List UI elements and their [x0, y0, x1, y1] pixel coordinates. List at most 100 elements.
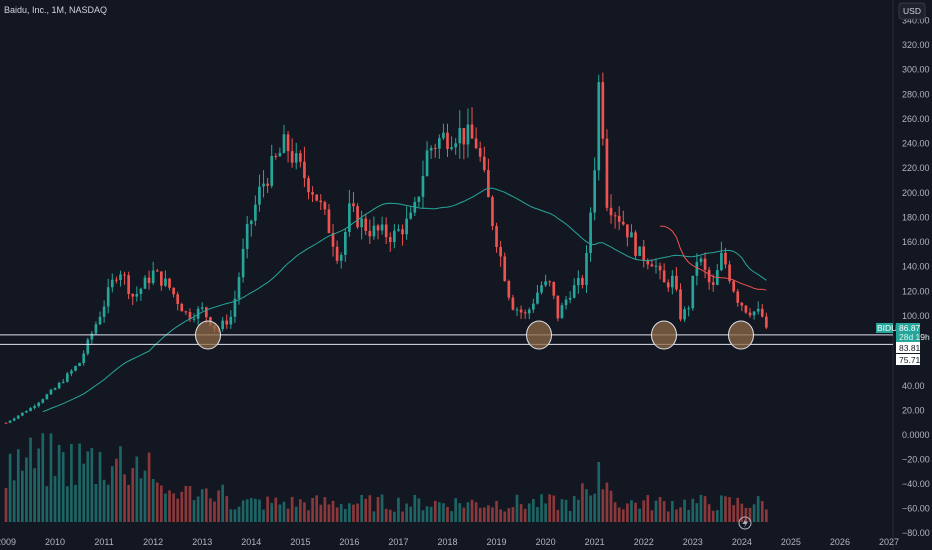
volume-bar	[110, 466, 114, 522]
candle-body	[74, 366, 77, 371]
candle-body	[593, 170, 596, 213]
flash-icon[interactable]	[738, 516, 752, 530]
volume-bar	[258, 499, 261, 522]
time-axis-tick-label: 2023	[683, 537, 703, 547]
candle-body	[720, 252, 723, 271]
candle-body	[123, 274, 126, 276]
candle-body	[339, 254, 343, 261]
volume-bar	[8, 453, 12, 522]
volume-bar	[102, 479, 106, 522]
volume-bar	[765, 509, 768, 522]
candle-body	[119, 274, 122, 281]
volume-bar	[380, 494, 384, 522]
candle-body	[65, 373, 69, 382]
candle-body	[127, 275, 130, 294]
candle-body	[372, 225, 376, 237]
volume-bar	[123, 474, 126, 522]
candle-body	[597, 82, 601, 171]
candle-body	[499, 246, 502, 257]
volume-bar	[213, 501, 216, 522]
candle-body	[560, 305, 564, 319]
candle-body	[356, 206, 359, 228]
volume-bar	[519, 504, 523, 522]
candle-body	[425, 150, 429, 176]
candle-body	[8, 420, 12, 423]
volume-bar	[621, 509, 625, 522]
candle-body	[331, 232, 335, 247]
price-axis[interactable]: 340.00 320.00 300.00 280.00 260.00 240.00 220.…	[902, 15, 930, 538]
volume-bar	[626, 503, 629, 522]
support-touch-circle	[728, 320, 754, 350]
volume-bar	[654, 500, 658, 522]
candle-body	[270, 156, 274, 186]
volume-bar	[425, 506, 429, 522]
time-axis-tick-label: 2010	[45, 537, 65, 547]
volume-bar	[642, 500, 646, 522]
volume-bar	[368, 495, 372, 522]
candlestick-series	[4, 72, 768, 424]
volume-bar	[638, 508, 641, 522]
candle-body	[53, 388, 57, 390]
candle-body	[683, 309, 686, 320]
candle-body	[482, 156, 486, 171]
volume-bar	[352, 504, 355, 522]
volume-bar	[315, 495, 319, 522]
candle-body	[70, 370, 73, 374]
price-axis-tick-label: −40.00	[902, 479, 930, 489]
candle-body	[196, 308, 200, 319]
time-axis[interactable]: 2009 2010 2011 2012 2013 2014 2015 2016 2017 2018…	[0, 537, 899, 547]
candle-body	[348, 203, 351, 232]
volume-bar	[98, 451, 102, 522]
candle-body	[544, 281, 547, 286]
volume-bar	[760, 501, 764, 522]
volume-bar	[720, 495, 723, 522]
volume-bar	[752, 504, 756, 522]
volume-bar	[707, 504, 711, 522]
candle-body	[307, 178, 310, 193]
volume-bar	[233, 509, 237, 522]
volume-bar	[658, 497, 662, 522]
candle-body	[756, 308, 760, 312]
volume-bar	[176, 498, 180, 522]
volume-bar	[466, 502, 470, 522]
candle-body	[110, 279, 114, 288]
candle-body	[409, 212, 413, 219]
upper-level-tag-bg	[896, 342, 920, 353]
currency-button[interactable]	[898, 2, 926, 20]
volume-bar	[372, 511, 376, 522]
volume-bar	[421, 510, 425, 522]
candle-body	[25, 411, 28, 413]
volume-bar	[662, 501, 666, 522]
candle-body	[319, 200, 323, 203]
support-touch-circle	[651, 320, 677, 350]
volume-bar	[290, 496, 294, 522]
candle-body	[585, 252, 588, 285]
volume-bar	[593, 493, 596, 522]
volume-bar	[540, 494, 543, 522]
candle-body	[613, 215, 617, 217]
candle-body	[630, 232, 633, 238]
volume-bar	[527, 503, 531, 522]
volume-bar	[86, 451, 90, 522]
volume-bar	[45, 486, 49, 522]
volume-bar	[650, 510, 654, 522]
candle-body	[564, 299, 568, 306]
volume-bar	[397, 497, 400, 522]
volume-bar	[225, 496, 229, 522]
candle-body	[282, 134, 286, 153]
candle-body	[458, 128, 462, 144]
volume-bar	[360, 495, 363, 522]
volume-bar	[53, 476, 57, 522]
candle-body	[37, 402, 41, 407]
candle-body	[115, 279, 118, 281]
volume-bar	[229, 509, 233, 522]
time-axis-tick-label: 2021	[585, 537, 605, 547]
ticker-tag-bg	[876, 323, 893, 333]
volume-bar	[155, 482, 159, 522]
candle-body	[106, 287, 110, 307]
volume-bar	[560, 499, 564, 522]
candle-body	[626, 224, 629, 238]
volume-bar	[94, 483, 98, 522]
price-axis-tick-label: 260.00	[902, 114, 930, 124]
